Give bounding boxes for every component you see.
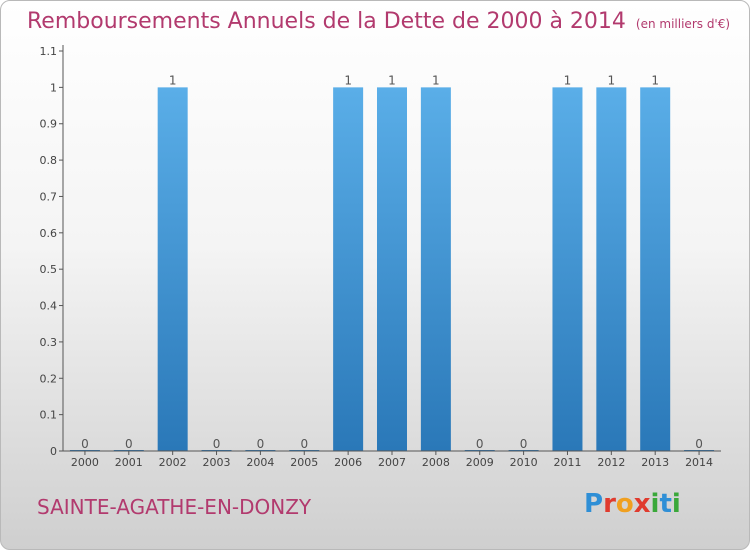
y-tick-label: 0.7 (40, 190, 58, 203)
y-tick-label: 0.9 (40, 118, 58, 131)
data-label: 0 (257, 437, 265, 451)
chart-title-text: Remboursements Annuels de la Dette de 20… (27, 9, 626, 34)
x-tick-label: 2003 (203, 456, 231, 469)
y-tick-label: 0.8 (40, 154, 58, 167)
x-tick-label: 2005 (290, 456, 318, 469)
bar (377, 87, 407, 451)
data-label: 1 (344, 73, 352, 87)
x-tick-label: 2004 (246, 456, 274, 469)
x-tick-label: 2011 (553, 456, 581, 469)
data-label: 1 (608, 73, 616, 87)
x-tick-label: 2002 (159, 456, 187, 469)
data-label: 0 (520, 437, 528, 451)
logo-letter: t (659, 489, 672, 519)
y-tick-label: 0.6 (40, 227, 58, 240)
bar (596, 87, 627, 451)
data-label: 0 (81, 437, 89, 451)
x-tick-label: 2001 (115, 456, 143, 469)
data-label: 0 (213, 437, 221, 451)
x-tick-label: 2009 (466, 456, 494, 469)
data-label: 1 (564, 73, 572, 87)
y-tick-label: 0.4 (40, 300, 58, 313)
x-tick-label: 2006 (334, 456, 362, 469)
proxiti-logo: Proxiti (584, 489, 681, 519)
x-tick-label: 2014 (685, 456, 713, 469)
data-label: 1 (651, 73, 659, 87)
bar (420, 87, 451, 451)
data-label: 1 (388, 73, 396, 87)
chart-unit-label: (en milliers d'€) (635, 17, 731, 31)
bar (157, 87, 188, 451)
bar (333, 87, 364, 451)
y-tick-label: 0.5 (40, 263, 58, 276)
x-tick-label: 2008 (422, 456, 450, 469)
y-tick-label: 0.2 (40, 372, 58, 385)
y-tick-label: 1.1 (40, 45, 58, 58)
y-tick-label: 0.1 (40, 409, 58, 422)
logo-letter: x (633, 489, 651, 519)
x-tick-label: 2000 (71, 456, 99, 469)
logo-letter: P (584, 489, 604, 519)
y-tick-label: 0.3 (40, 336, 58, 349)
logo-letter: r (603, 489, 616, 519)
bar (552, 87, 583, 451)
data-label: 1 (432, 73, 440, 87)
logo-letter: i (650, 489, 660, 519)
data-label: 0 (695, 437, 703, 451)
logo-letter: o (615, 489, 634, 519)
logo-letter: i (671, 489, 681, 519)
x-tick-label: 2010 (510, 456, 538, 469)
place-name: SAINTE-AGATHE-EN-DONZY (37, 495, 312, 519)
y-tick-label: 0 (50, 445, 57, 458)
data-label: 1 (169, 73, 177, 87)
x-tick-label: 2013 (641, 456, 669, 469)
bar (640, 87, 671, 451)
data-label: 0 (476, 437, 484, 451)
chart-title: Remboursements Annuels de la Dette de 20… (27, 9, 730, 34)
x-tick-label: 2012 (597, 456, 625, 469)
data-label: 0 (300, 437, 308, 451)
y-tick-label: 1 (50, 81, 57, 94)
x-tick-label: 2007 (378, 456, 406, 469)
data-label: 0 (125, 437, 133, 451)
